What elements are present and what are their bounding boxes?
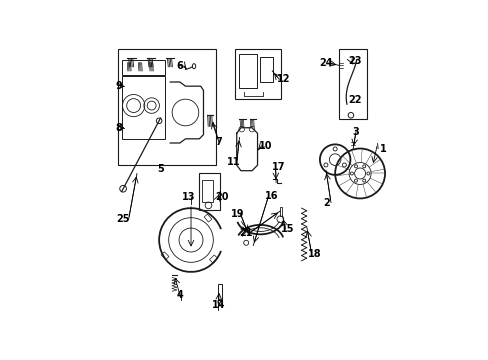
Bar (239, 54, 257, 87)
Text: 20: 20 (215, 192, 228, 202)
Text: 22: 22 (347, 95, 361, 105)
Bar (199, 174, 220, 210)
Text: 16: 16 (264, 191, 278, 201)
Text: 2: 2 (323, 198, 329, 208)
Bar (202, 180, 213, 202)
Text: 19: 19 (230, 209, 244, 219)
Text: 1: 1 (379, 144, 386, 153)
Text: 6: 6 (176, 61, 183, 71)
Bar (209, 255, 217, 263)
Text: 10: 10 (259, 141, 272, 151)
Text: 7: 7 (215, 136, 222, 147)
Text: 3: 3 (352, 127, 359, 137)
Bar (260, 57, 272, 82)
Text: 24: 24 (319, 58, 332, 68)
Bar (279, 207, 281, 216)
Text: 4: 4 (176, 291, 183, 301)
Text: 23: 23 (348, 56, 362, 66)
Circle shape (342, 163, 346, 167)
Bar (339, 49, 366, 120)
Bar (122, 76, 164, 139)
Bar (204, 214, 211, 222)
Text: 11: 11 (227, 157, 240, 167)
Text: 9: 9 (115, 81, 122, 91)
Text: 5: 5 (157, 164, 163, 174)
Circle shape (332, 147, 336, 151)
Text: 21: 21 (239, 228, 253, 238)
Bar (161, 252, 169, 260)
Text: 25: 25 (116, 214, 130, 224)
Text: 12: 12 (276, 74, 289, 84)
Text: 14: 14 (212, 300, 225, 310)
Bar (117, 49, 216, 165)
Text: 15: 15 (281, 224, 294, 234)
Circle shape (323, 163, 327, 167)
Text: 13: 13 (181, 192, 195, 202)
Text: 8: 8 (115, 123, 122, 133)
Text: 18: 18 (307, 249, 321, 259)
Text: 17: 17 (271, 162, 285, 172)
Bar (218, 284, 222, 300)
Bar (235, 49, 281, 99)
Bar (122, 60, 164, 75)
